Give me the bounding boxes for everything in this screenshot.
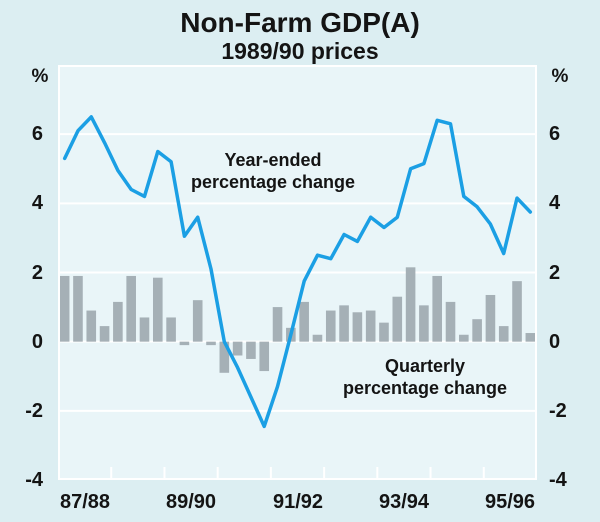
quarterly-change-bar: [59, 275, 70, 342]
line-series-label-row2: percentage change: [190, 172, 356, 192]
x-tick-label-95-96: 95/96: [484, 491, 536, 513]
quarterly-change-bar: [139, 317, 150, 342]
quarterly-change-bar: [299, 301, 309, 342]
quarterly-change-bar: [432, 275, 443, 342]
quarterly-change-bar: [379, 322, 389, 342]
quarterly-change-bar: [512, 281, 522, 342]
y-tick-label-right-0: 0: [549, 331, 561, 353]
quarterly-change-bar: [206, 341, 216, 346]
y-tick-label-left-0: 0: [31, 331, 43, 353]
year-ended-line: [62, 115, 533, 429]
quarterly-change-bar: [405, 267, 416, 342]
line-series-label-row1: Year-ended: [224, 150, 322, 170]
quarterly-change-bar: [73, 275, 83, 342]
quarterly-change-bar: [445, 301, 456, 342]
quarterly-change-bar: [472, 319, 482, 342]
quarterly-change-bar: [352, 312, 363, 342]
y-tick-label-left-2: 2: [31, 262, 43, 284]
quarterly-change-bar: [339, 305, 349, 342]
y-axis-unit-right: %: [551, 66, 569, 87]
x-tick-label-89-90: 89/90: [165, 491, 217, 513]
quarterly-change-bar: [219, 341, 230, 373]
plot-frame: [58, 65, 537, 480]
y-tick-label-right-4: 4: [549, 192, 561, 214]
quarterly-change-bar: [498, 326, 509, 342]
bar-series-label-row2: percentage change: [342, 378, 508, 398]
y-tick-label-right--4: -4: [549, 469, 567, 491]
plot-area: Year-ended percentage change Quarterly p…: [58, 65, 537, 480]
quarterly-change-bar: [246, 341, 256, 359]
quarterly-change-bar: [272, 307, 283, 342]
bar-series-label: Quarterly percentage change: [305, 355, 545, 399]
quarterly-change-bar: [259, 341, 270, 372]
y-tick-label-left--4: -4: [25, 469, 43, 491]
quarterly-change-bar: [525, 333, 536, 342]
y-tick-label-right-6: 6: [549, 123, 561, 145]
quarterly-change-bar: [152, 277, 163, 342]
x-tick-label-87-88: 87/88: [59, 491, 111, 513]
y-axis-unit-left: %: [31, 66, 49, 87]
y-tick-label-left-4: 4: [31, 192, 43, 214]
quarterly-change-bar: [392, 296, 403, 342]
x-tick-label-93-94: 93/94: [378, 491, 430, 513]
quarterly-change-bar: [312, 334, 323, 342]
quarterly-change-bar: [325, 310, 336, 342]
quarterly-change-bar: [459, 334, 469, 342]
chart-canvas: [58, 65, 537, 480]
y-tick-label-right--2: -2: [549, 400, 567, 422]
quarterly-change-bar: [192, 300, 203, 342]
quarterly-change-bar: [232, 341, 243, 356]
bar-series-label-row1: Quarterly: [384, 356, 466, 376]
y-tick-label-right-2: 2: [549, 262, 561, 284]
chart-subtitle: 1989/90 prices: [221, 38, 379, 64]
quarterly-change-bar: [99, 326, 110, 342]
x-tick-label-91-92: 91/92: [272, 491, 324, 513]
quarterly-change-bar: [485, 294, 496, 342]
quarterly-change-bar: [113, 301, 123, 342]
y-tick-label-left-6: 6: [31, 123, 43, 145]
chart-title: Non-Farm GDP(A): [180, 7, 420, 38]
quarterly-change-bar: [419, 305, 429, 342]
quarterly-change-bar: [126, 275, 136, 342]
quarterly-change-bar: [179, 341, 190, 346]
line-series-label: Year-ended percentage change: [153, 149, 393, 193]
quarterly-change-bar: [166, 317, 176, 342]
quarterly-change-bar: [365, 310, 376, 342]
y-tick-label-left--2: -2: [25, 400, 43, 422]
quarterly-change-bar: [86, 310, 97, 342]
